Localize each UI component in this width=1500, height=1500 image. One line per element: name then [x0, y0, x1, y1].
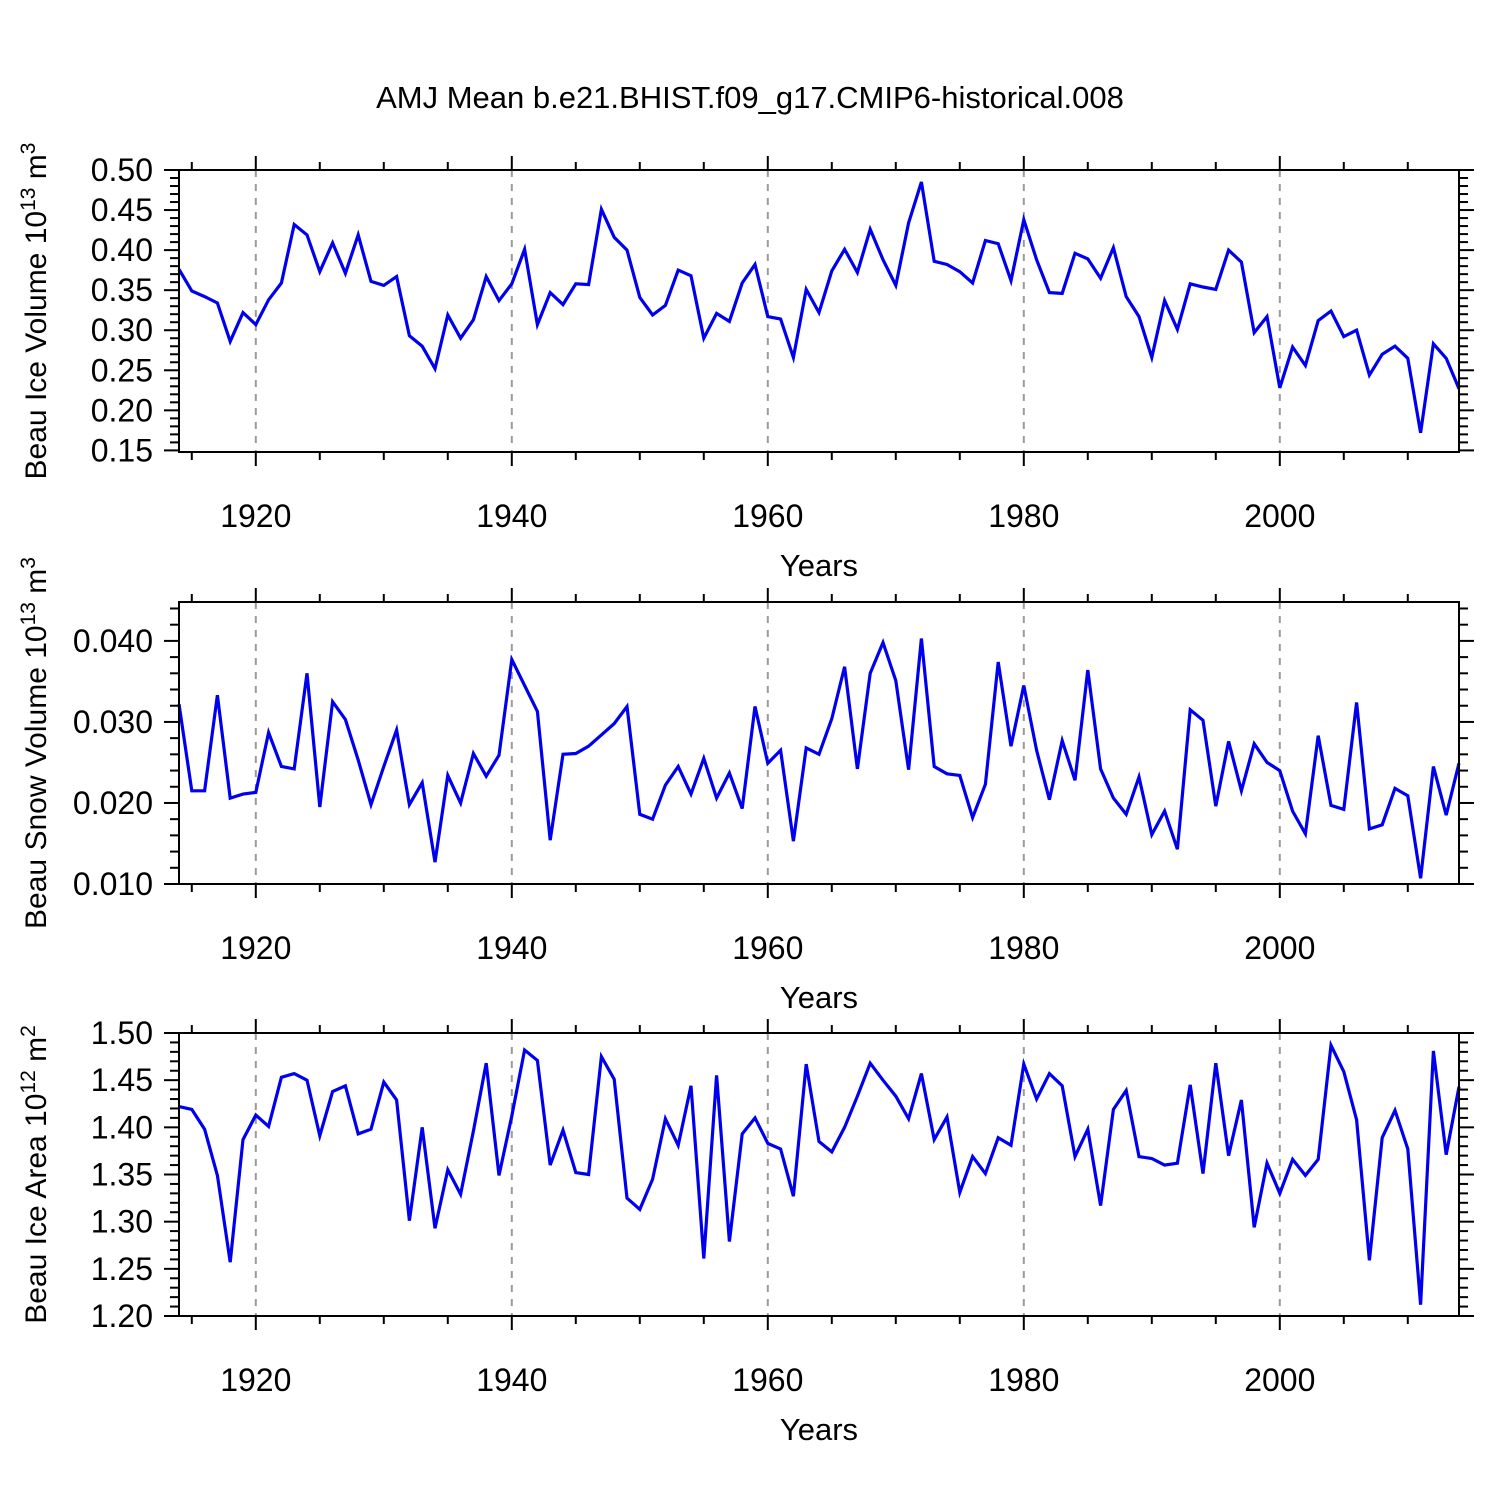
- x-tick-label: 2000: [1244, 1362, 1315, 1398]
- y-tick-label: 0.030: [73, 704, 153, 740]
- y-axis-title-beau-snow-volume: Beau Snow Volume 1013 m3: [17, 557, 53, 929]
- y-tick-label: 1.50: [91, 1015, 153, 1051]
- panel-beau-ice-area: 1920 1940 1960 1980 2000 1.20 1.25 1.30 1.35 1.40…: [17, 1015, 1474, 1398]
- x-tick-label: 2000: [1244, 498, 1315, 534]
- y-tick-label: 0.040: [73, 623, 153, 659]
- x-tick-label: 1980: [988, 498, 1059, 534]
- x-tick-label: 1920: [220, 498, 291, 534]
- y-tick-label: 0.40: [91, 232, 153, 268]
- y-tick-label: 0.35: [91, 272, 153, 308]
- figure-title: AMJ Mean b.e21.BHIST.f09_g17.CMIP6-histo…: [376, 80, 1124, 115]
- x-tick-label: 1960: [732, 930, 803, 966]
- y-tick-label: 1.35: [91, 1157, 153, 1193]
- y-tick-label: 0.20: [91, 392, 153, 428]
- panel-beau-snow-volume: 1920 1940 1960 1980 2000 0.010 0.020 0.030 0.040…: [17, 557, 1474, 966]
- y-tick-label: 0.15: [91, 432, 153, 468]
- x-tick-label: 1940: [476, 1362, 547, 1398]
- x-tick-label: 2000: [1244, 930, 1315, 966]
- y-tick-label: 1.20: [91, 1298, 153, 1334]
- x-axis-label-ice-volume: Years: [779, 548, 859, 583]
- plot-frame: [178, 169, 1460, 453]
- x-tick-label: 1960: [732, 1362, 803, 1398]
- y-tick-label: 0.25: [91, 352, 153, 388]
- x-tick-label: 1920: [220, 1362, 291, 1398]
- y-tick-label: 0.010: [73, 866, 153, 902]
- data-line-beau-ice-volume: [177, 181, 1461, 434]
- y-tick-label: 0.45: [91, 192, 153, 228]
- x-tick-label: 1960: [732, 498, 803, 534]
- y-axis-title-beau-ice-volume: Beau Ice Volume 1013 m3: [17, 143, 53, 480]
- x-tick-label: 1940: [476, 930, 547, 966]
- y-tick-label: 1.30: [91, 1204, 153, 1240]
- x-tick-label: 1920: [220, 930, 291, 966]
- y-tick-label: 1.40: [91, 1109, 153, 1145]
- plot-frame: [178, 1032, 1460, 1317]
- data-line-beau-ice-area: [178, 1039, 1461, 1305]
- y-tick-label: 0.020: [73, 785, 153, 821]
- data-line-beau-snow-volume: [177, 637, 1461, 879]
- panel-beau-ice-volume: 1920 1940 1960 1980 2000 0.15 0.20 0.25 0.30 0.35…: [17, 143, 1474, 534]
- y-axis-title-beau-ice-area: Beau Ice Area 1012 m2: [17, 1025, 53, 1324]
- y-tick-label: 1.25: [91, 1251, 153, 1287]
- y-tick-label: 1.45: [91, 1062, 153, 1098]
- x-axis-label-snow-volume: Years: [779, 980, 859, 1015]
- y-tick-label: 0.30: [91, 312, 153, 348]
- x-tick-label: 1940: [476, 498, 547, 534]
- x-axis-label-ice-area: Years: [779, 1412, 859, 1447]
- y-tick-label: 0.50: [91, 152, 153, 188]
- x-tick-label: 1980: [988, 930, 1059, 966]
- plot-frame: [178, 601, 1460, 885]
- x-tick-label: 1980: [988, 1362, 1059, 1398]
